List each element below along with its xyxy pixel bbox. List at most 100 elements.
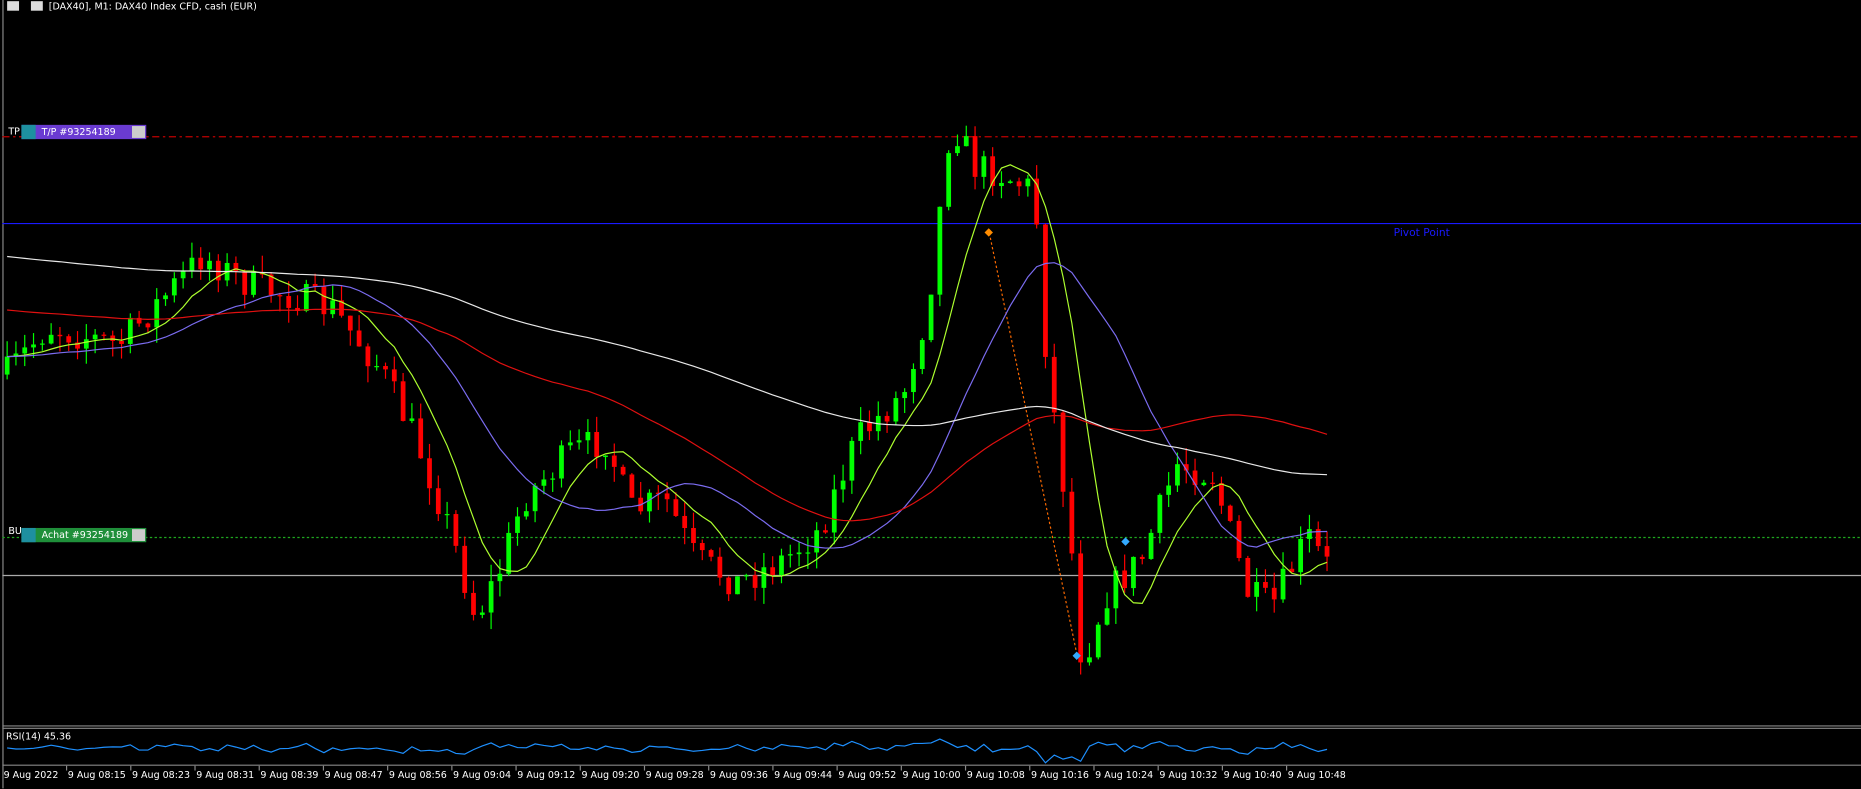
candle-body xyxy=(321,286,327,315)
buy-close[interactable] xyxy=(131,529,146,542)
candle-body xyxy=(761,567,767,588)
candle-body xyxy=(955,146,960,154)
candle-body xyxy=(110,335,116,341)
pivot-label: Pivot Point xyxy=(1394,226,1450,239)
candle-body xyxy=(858,422,864,441)
candle-body xyxy=(611,455,617,467)
candle-body xyxy=(787,554,793,556)
candle-body xyxy=(1271,587,1277,600)
candle-body xyxy=(479,612,485,615)
candle-body xyxy=(145,323,151,328)
candle-body xyxy=(1095,624,1101,658)
time-label: 9 Aug 10:32 xyxy=(1159,770,1217,781)
candle-body xyxy=(550,478,556,480)
time-label: 9 Aug 09:20 xyxy=(581,770,639,781)
candle-body xyxy=(391,369,397,382)
candle-body xyxy=(1175,464,1180,486)
candle-body xyxy=(576,440,582,443)
candle-body xyxy=(1139,556,1145,559)
candle-body xyxy=(189,257,195,271)
candle-body xyxy=(981,156,987,177)
candle-body xyxy=(840,480,846,490)
time-label: 9 Aug 10:48 xyxy=(1288,770,1346,781)
candle-body xyxy=(559,445,564,479)
candle-body xyxy=(963,136,969,147)
candle-body xyxy=(1069,491,1075,554)
tp-button-label: T/P #93254189 xyxy=(41,127,116,138)
time-label: 9 Aug 09:44 xyxy=(774,770,832,781)
candle-body xyxy=(163,295,168,300)
candle-body xyxy=(726,577,732,595)
buy-gear[interactable] xyxy=(21,527,36,543)
candle-body xyxy=(497,573,503,582)
chart-title: [DAX40], M1: DAX40 Index CFD, cash (EUR) xyxy=(49,2,257,13)
menu-icon[interactable] xyxy=(7,1,20,11)
tp-gear[interactable] xyxy=(21,124,36,140)
rsi-line xyxy=(7,738,1328,764)
candle-body xyxy=(735,576,740,595)
buy-button-label: Achat #93254189 xyxy=(42,530,128,541)
candle-body xyxy=(251,272,256,295)
candle-body xyxy=(506,532,512,574)
candle-body xyxy=(1060,412,1066,492)
candle-body xyxy=(1007,181,1013,183)
candle-body xyxy=(629,474,635,498)
time-label: 9 Aug 10:00 xyxy=(903,770,961,781)
chart-icon[interactable] xyxy=(30,1,43,11)
candle-body xyxy=(823,530,828,533)
time-label: 9 Aug 08:15 xyxy=(68,770,126,781)
candle-body xyxy=(400,381,406,421)
candle-body xyxy=(928,294,934,341)
buy-tag: BU xyxy=(8,526,22,537)
candle-body xyxy=(31,344,36,348)
time-label: 9 Aug 08:23 xyxy=(132,770,190,781)
candle-body xyxy=(453,514,459,546)
candle-body xyxy=(1034,178,1040,225)
candle-body xyxy=(374,366,380,368)
candle-body xyxy=(4,356,10,375)
candle-body xyxy=(242,271,248,295)
time-label: 9 Aug 10:16 xyxy=(1031,770,1089,781)
candle-body xyxy=(488,581,494,613)
time-label: 9 Aug 09:04 xyxy=(453,770,511,781)
candle-body xyxy=(233,262,239,272)
candle-body xyxy=(171,278,177,296)
candle-body xyxy=(682,515,688,529)
rsi-panel xyxy=(7,738,1328,764)
candle-body xyxy=(286,296,292,308)
candle-body xyxy=(972,136,978,177)
rsi-label: RSI(14) 45.36 xyxy=(6,732,71,743)
tp-close[interactable] xyxy=(131,126,146,138)
time-label: 9 Aug 08:47 xyxy=(325,770,383,781)
candle-body xyxy=(990,156,996,187)
candle-body xyxy=(1078,553,1084,663)
candle-body xyxy=(743,575,749,577)
candle-body xyxy=(180,270,186,279)
candle-body xyxy=(779,555,784,575)
moving-average xyxy=(7,262,1328,549)
candle-body xyxy=(127,317,133,344)
candle-body xyxy=(418,418,424,459)
candle-body xyxy=(462,545,468,593)
candle-body xyxy=(1051,356,1057,413)
candle-body xyxy=(1298,538,1304,573)
candle-body xyxy=(515,516,520,533)
candle-body xyxy=(330,300,336,315)
moving-averages xyxy=(7,164,1328,604)
tp-button[interactable] xyxy=(21,124,147,140)
buy-button[interactable] xyxy=(21,527,147,543)
candle-body xyxy=(699,543,705,551)
candle-body xyxy=(919,340,925,369)
candle-body xyxy=(523,511,529,517)
candle-body xyxy=(594,432,600,458)
candle-body xyxy=(1166,485,1172,495)
candle-body xyxy=(1245,557,1251,597)
candle-body xyxy=(1087,657,1092,663)
time-label: 9 Aug 09:28 xyxy=(646,770,704,781)
candle-body xyxy=(471,592,476,615)
candle-body xyxy=(867,422,872,432)
candle-body xyxy=(708,550,714,557)
candle-body xyxy=(13,353,19,357)
candle-body xyxy=(664,493,670,500)
